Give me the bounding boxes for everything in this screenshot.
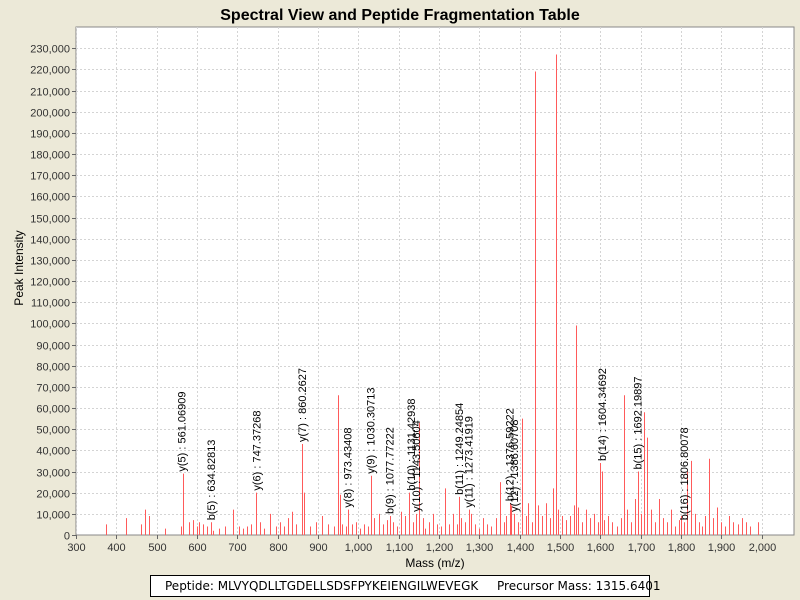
y-tick-label: 160,000 — [30, 192, 70, 204]
y-tick-label: 150,000 — [30, 214, 70, 226]
x-tick-label: 1,200 — [426, 542, 454, 554]
x-tick-label: 700 — [228, 542, 246, 554]
fragment-label: y(5) : 561.06909 — [176, 391, 188, 471]
y-tick-label: 40,000 — [36, 446, 70, 458]
x-tick-label: 1,100 — [386, 542, 414, 554]
x-tick-label: 800 — [269, 542, 287, 554]
y-tick-label: 140,000 — [30, 235, 70, 247]
spectrum-chart: Spectral View and Peptide Fragmentation … — [12, 7, 795, 570]
fragment-label: y(11) : 1273.41919 — [464, 416, 476, 508]
fragment-label: b(12) : 1376.59222 — [505, 408, 517, 501]
y-axis-label: Peak Intensity — [12, 230, 26, 305]
fragment-label: b(10) : 1131.42938 — [406, 399, 418, 491]
fragment-annotations: y(5) : 561.06909 b(5) : 634.82813 y(6) : 7… — [176, 368, 690, 520]
peptide-info-box: Peptide: MLVYQDLLTGDELLSDSFPYKEIENGILWEV… — [150, 575, 661, 597]
fragment-label: y(10) : 1143.50604 — [411, 420, 423, 512]
y-tick-label: 110,000 — [31, 298, 70, 310]
x-tick-label: 1,800 — [668, 542, 696, 554]
y-tick-label: 50,000 — [36, 425, 70, 437]
y-tick-label: 220,000 — [30, 65, 70, 77]
grid-lines — [76, 27, 794, 535]
x-tick-label: 1,700 — [628, 542, 656, 554]
y-tick-label: 180,000 — [30, 150, 70, 162]
fragment-label: b(14) : 1604.34692 — [597, 368, 609, 461]
y-tick-label: 190,000 — [30, 129, 70, 141]
x-tick-label: 900 — [309, 542, 327, 554]
y-tick-label: 90,000 — [36, 341, 70, 353]
x-tick-label: 300 — [67, 542, 85, 554]
x-tick-label: 500 — [148, 542, 166, 554]
x-tick-label: 1,400 — [507, 542, 535, 554]
fragment-label: y(8) : 973.43408 — [343, 427, 355, 507]
y-tick-label: 130,000 — [30, 256, 70, 268]
fragment-label: y(7) : 860.2627 — [297, 368, 309, 442]
y-tick-label: 230,000 — [30, 44, 70, 56]
y-tick-label: 200,000 — [30, 108, 70, 120]
y-tick-label: 10,000 — [36, 510, 70, 522]
y-tick-label: 120,000 — [30, 277, 70, 289]
y-tick-label: 170,000 — [30, 171, 70, 183]
fragment-label: b(9) : 1077.77222 — [385, 427, 397, 514]
fragment-label: y(9) : 1030.30713 — [366, 387, 378, 473]
chart-title: Spectral View and Peptide Fragmentation … — [220, 7, 580, 24]
x-tick-label: 1,300 — [466, 542, 494, 554]
y-tick-label: 0 — [64, 531, 70, 543]
x-tick-label: 600 — [188, 542, 206, 554]
fragment-label: y(12) : 1386.60708 — [509, 419, 521, 511]
x-tick-label: 1,000 — [345, 542, 373, 554]
precursor-mass: Precursor Mass: 1315.6401 — [497, 579, 661, 593]
plot-area — [75, 26, 795, 536]
x-tick-label: 1,600 — [587, 542, 615, 554]
y-tick-label: 210,000 — [30, 87, 70, 99]
fragment-label: b(16) : 1806.80078 — [679, 427, 691, 520]
y-tick-label: 70,000 — [36, 383, 70, 395]
y-tick-label: 60,000 — [36, 404, 70, 416]
fragment-label: y(6) : 747.37268 — [251, 411, 263, 491]
fragment-label: b(15) : 1692.19897 — [633, 377, 645, 470]
y-tick-label: 20,000 — [36, 489, 70, 501]
x-axis-label: Mass (m/z) — [405, 556, 464, 570]
axes: 0 10,000 20,000 30,000 40,000 50,000 60,000 70,… — [30, 44, 776, 555]
y-tick-label: 100,000 — [30, 319, 70, 331]
x-tick-label: 1,900 — [708, 542, 736, 554]
x-tick-label: 1,500 — [547, 542, 575, 554]
peptide-sequence: Peptide: MLVYQDLLTGDELLSDSFPYKEIENGILWEV… — [165, 579, 479, 593]
x-tick-label: 400 — [107, 542, 125, 554]
fragment-label: b(5) : 634.82813 — [206, 440, 218, 521]
fragment-label: b(11) : 1249.24854 — [454, 403, 466, 495]
peak-series — [106, 54, 759, 535]
y-tick-label: 80,000 — [36, 362, 70, 374]
x-tick-label: 2,000 — [749, 542, 777, 554]
y-tick-label: 30,000 — [36, 468, 70, 480]
